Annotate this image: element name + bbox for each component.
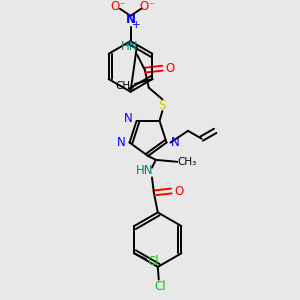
Text: O: O — [140, 0, 149, 13]
Text: O: O — [110, 0, 120, 13]
Text: ⁻: ⁻ — [148, 1, 154, 11]
Text: CH₃: CH₃ — [177, 157, 196, 167]
Text: N: N — [124, 112, 132, 125]
Text: N: N — [125, 13, 136, 26]
Text: HN: HN — [121, 40, 138, 53]
Text: ⁻: ⁻ — [119, 1, 124, 11]
Text: S: S — [159, 99, 166, 112]
Text: N: N — [116, 136, 125, 149]
Text: CH₃: CH₃ — [116, 81, 135, 91]
Text: O: O — [166, 62, 175, 75]
Text: N: N — [171, 136, 180, 149]
Text: O: O — [175, 184, 184, 197]
Text: +: + — [132, 20, 141, 30]
Text: Cl: Cl — [154, 280, 166, 293]
Text: Cl: Cl — [148, 255, 160, 268]
Text: HN: HN — [135, 164, 153, 177]
